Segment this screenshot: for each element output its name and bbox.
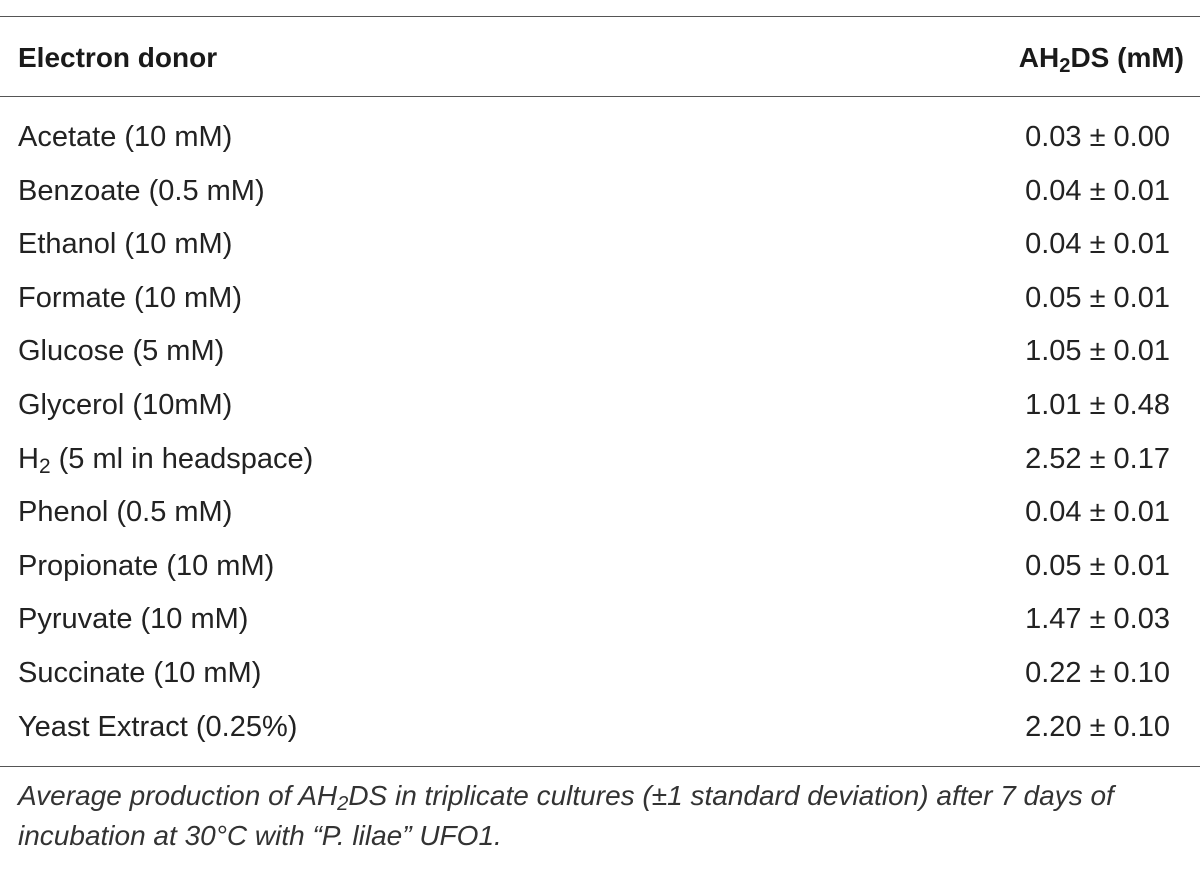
donor-cell: Propionate (10 mM): [18, 549, 275, 582]
table-row: Formate (10 mM) 0.05 ± 0.01: [0, 271, 1200, 325]
table-header-row: Electron donor AH2DS (mM): [0, 16, 1200, 96]
caption-subscript: 2: [337, 793, 349, 816]
donor-cell: Formate (10 mM): [18, 281, 242, 314]
value-cell: 0.04 ± 0.01: [1025, 496, 1170, 529]
table-header-rule: [0, 96, 1200, 97]
donor-cell: Phenol (0.5 mM): [18, 496, 233, 529]
table-row: Benzoate (0.5 mM) 0.04 ± 0.01: [0, 164, 1200, 218]
donor-cell: Succinate (10 mM): [18, 656, 262, 689]
donor-h2-prefix: H: [18, 442, 39, 475]
donor-cell: Glucose (5 mM): [18, 335, 225, 368]
caption-part1: Average production of AH: [18, 780, 338, 811]
value-cell: 1.01 ± 0.48: [1025, 388, 1170, 421]
donor-cell: Acetate (10 mM): [18, 121, 233, 153]
donor-h2-subscript: 2: [38, 454, 51, 478]
header-electron-donor: Electron donor: [18, 42, 218, 73]
table-row: Acetate (10 mM) 0.03 ± 0.00: [0, 110, 1200, 164]
table-top-rule: [0, 16, 1200, 17]
donor-cell: Yeast Extract (0.25%): [18, 710, 298, 743]
table-row: Pyruvate (10 mM) 1.47 ± 0.03: [0, 592, 1200, 646]
table-row: Succinate (10 mM) 0.22 ± 0.10: [0, 646, 1200, 700]
table-caption: Average production of AH2DS in triplicat…: [18, 776, 1178, 856]
value-cell: 2.52 ± 0.17: [1025, 442, 1170, 475]
header-ah2ds: AH2DS (mM): [1018, 42, 1184, 78]
value-cell: 0.05 ± 0.01: [1025, 281, 1170, 314]
donor-cell: Ethanol (10 mM): [18, 228, 233, 261]
table-row: H2 (5 ml in headspace) 2.52 ± 0.17: [0, 432, 1200, 486]
header-ah2ds-subscript: 2: [1059, 55, 1071, 78]
value-cell: 0.04 ± 0.01: [1025, 228, 1170, 261]
donor-h2-suffix: (5 ml in headspace): [50, 442, 314, 475]
donor-cell: H2 (5 ml in headspace): [18, 442, 314, 478]
donor-cell: Pyruvate (10 mM): [18, 603, 249, 636]
value-cell: 0.04 ± 0.01: [1025, 174, 1170, 207]
table-row: Phenol (0.5 mM) 0.04 ± 0.01: [0, 485, 1200, 539]
value-cell: 0.05 ± 0.01: [1025, 549, 1170, 582]
table-bottom-rule: [0, 766, 1200, 767]
value-cell: 1.05 ± 0.01: [1025, 335, 1170, 368]
value-cell: 0.03 ± 0.00: [1025, 121, 1170, 153]
value-cell: 2.20 ± 0.10: [1025, 710, 1170, 743]
value-cell: 0.22 ± 0.10: [1025, 656, 1170, 689]
table-row: Glycerol (10mM) 1.01 ± 0.48: [0, 378, 1200, 432]
table-row: Yeast Extract (0.25%) 2.20 ± 0.10: [0, 700, 1200, 754]
header-ah2ds-prefix: AH: [1018, 42, 1060, 73]
table-body: Acetate (10 mM) 0.03 ± 0.00 Benzoate (0.…: [0, 110, 1200, 753]
donor-cell: Benzoate (0.5 mM): [18, 174, 265, 207]
table-row: Glucose (5 mM) 1.05 ± 0.01: [0, 324, 1200, 378]
donor-cell: Glycerol (10mM): [18, 388, 233, 421]
caption-part2: DS in triplicate cultures (±1 standard d…: [18, 780, 1114, 851]
table-row: Propionate (10 mM) 0.05 ± 0.01: [0, 539, 1200, 593]
header-ah2ds-suffix: DS (mM): [1070, 42, 1184, 73]
value-cell: 1.47 ± 0.03: [1025, 603, 1170, 636]
table-row: Ethanol (10 mM) 0.04 ± 0.01: [0, 217, 1200, 271]
